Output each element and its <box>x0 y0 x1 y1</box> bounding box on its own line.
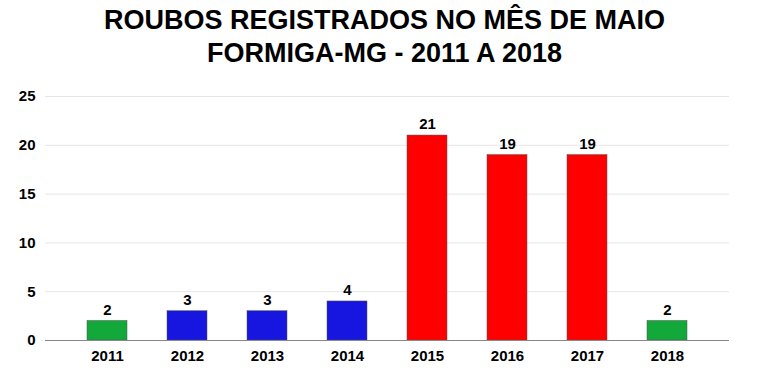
html-text:ROUBOS REGISTRADOS NO MÊS DE M: ROUBOS REGISTRADOS NO MÊS DE MAIO <box>104 5 665 35</box>
svg-text:2018: 2018 <box>651 347 684 364</box>
svg-text:19: 19 <box>579 135 596 152</box>
svg-text:2013: 2013 <box>251 347 284 364</box>
html-text:FORMIGA-MG - 2011 A 2018: FORMIGA-MG - 2011 A 2018 <box>206 38 562 68</box>
svg-text:2: 2 <box>663 301 671 318</box>
svg-text:4: 4 <box>343 281 352 298</box>
svg-text:2017: 2017 <box>571 347 604 364</box>
svg-text:3: 3 <box>183 291 191 308</box>
svg-text:5: 5 <box>27 283 35 300</box>
svg-text:2014: 2014 <box>331 347 365 364</box>
svg-text:20: 20 <box>19 136 36 153</box>
svg-text:25: 25 <box>19 87 36 104</box>
svg-text:19: 19 <box>499 135 516 152</box>
svg-text:3: 3 <box>263 291 271 308</box>
svg-text:21: 21 <box>419 115 436 132</box>
svg-text:0: 0 <box>27 331 35 348</box>
svg-text:15: 15 <box>19 185 36 202</box>
svg-text:2015: 2015 <box>411 347 444 364</box>
svg-text:2016: 2016 <box>491 347 524 364</box>
svg-text:2012: 2012 <box>171 347 204 364</box>
svg-text:2: 2 <box>103 301 111 318</box>
svg-text:2011: 2011 <box>91 347 124 364</box>
svg-text:10: 10 <box>19 234 36 251</box>
